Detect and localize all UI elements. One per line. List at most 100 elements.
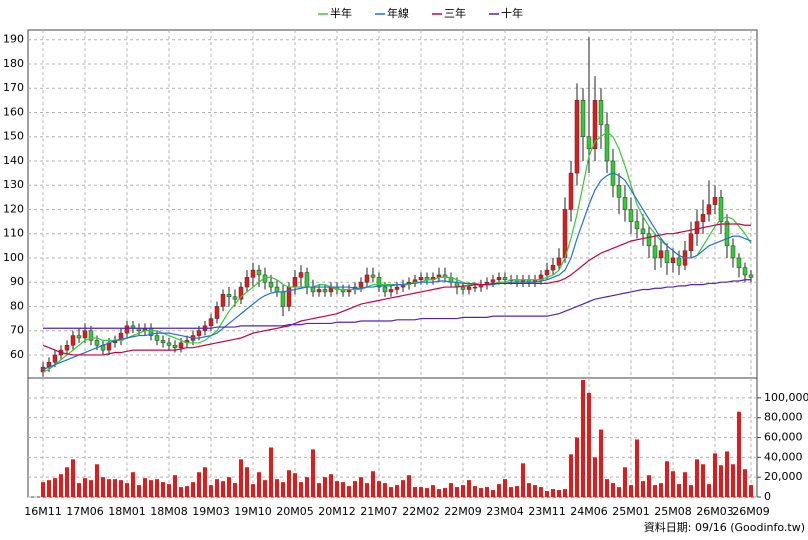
- candle-body: [592, 100, 598, 150]
- volume-bar: [191, 482, 195, 497]
- volume-bar: [551, 489, 555, 497]
- candle-body: [580, 100, 586, 137]
- volume-bar: [209, 485, 213, 497]
- candle-body: [364, 274, 370, 283]
- candle-body: [166, 342, 172, 346]
- y-tick-label: 70: [10, 324, 24, 337]
- candle-body: [604, 124, 610, 162]
- x-tick-label: 21M07: [360, 505, 398, 518]
- volume-bar: [695, 459, 699, 497]
- volume-bar: [335, 481, 339, 497]
- candle-body: [688, 233, 694, 251]
- candle-body: [250, 269, 256, 278]
- volume-bar: [287, 470, 291, 497]
- volume-bar: [215, 479, 219, 497]
- candle-body: [712, 197, 718, 205]
- volume-bar: [719, 465, 723, 497]
- volume-bar: [491, 490, 495, 497]
- volume-bar: [71, 459, 75, 497]
- volume-bar: [653, 485, 657, 497]
- candle-body: [556, 257, 562, 266]
- volume-bar: [161, 482, 165, 497]
- x-tick-label: 26M03: [696, 505, 734, 518]
- candle-body: [370, 274, 376, 278]
- volume-bar: [545, 491, 549, 497]
- volume-bar: [221, 481, 225, 497]
- candle-body: [718, 197, 724, 222]
- volume-bar: [131, 472, 135, 497]
- volume-bar: [749, 485, 753, 497]
- y-tick-label: 180: [3, 57, 24, 70]
- candle-body: [238, 286, 244, 300]
- y-tick-label: 160: [3, 105, 24, 118]
- candle-body: [634, 221, 640, 230]
- volume-bar: [47, 480, 51, 497]
- volume-bar: [449, 483, 453, 497]
- marks: [40, 37, 754, 497]
- candle-body: [646, 233, 652, 247]
- candle-body: [316, 289, 322, 293]
- volume-bar: [251, 484, 255, 497]
- legend-label: 三年: [444, 6, 466, 20]
- volume-bar: [587, 392, 591, 497]
- volume-bar: [743, 469, 747, 497]
- legend-label: 年線: [387, 6, 409, 20]
- volume-bar: [167, 484, 171, 497]
- candle-body: [358, 281, 364, 288]
- volume-bar: [65, 467, 69, 497]
- candle-body: [172, 345, 178, 348]
- x-tick-label: 23M11: [528, 505, 566, 518]
- volume-bar: [323, 477, 327, 497]
- volume-bar: [59, 474, 63, 497]
- volume-bar: [107, 479, 111, 497]
- volume-bar: [281, 482, 285, 497]
- x-tick-label: 25M08: [654, 505, 692, 518]
- candle-body: [268, 281, 274, 288]
- candle-body: [658, 250, 664, 259]
- legend-label: 十年: [501, 6, 523, 20]
- volume-bar: [305, 477, 309, 497]
- volume-bar: [623, 467, 627, 497]
- volume-bar: [689, 485, 693, 497]
- x-tick-label: 20M12: [318, 505, 356, 518]
- volume-bar: [137, 485, 141, 497]
- volume-bar: [389, 487, 393, 497]
- volume-bar: [197, 472, 201, 497]
- volume-bar: [365, 483, 369, 497]
- candle-body: [178, 342, 184, 348]
- candle-body: [232, 296, 238, 300]
- volume-bar: [497, 484, 501, 497]
- candle-body: [496, 277, 502, 281]
- candle-body: [622, 197, 628, 210]
- candle-body: [298, 272, 304, 278]
- volume-bar: [641, 481, 645, 497]
- volume-bar: [629, 485, 633, 497]
- volume-bar: [647, 475, 651, 497]
- volume-bar: [509, 487, 513, 497]
- volume-bar: [125, 483, 129, 497]
- volume-bar: [113, 479, 117, 497]
- volume-bar: [683, 472, 687, 497]
- candle-body: [616, 184, 622, 198]
- y2-tick-label: 60,000: [764, 431, 803, 444]
- volume-bar: [659, 483, 663, 497]
- candle-body: [562, 209, 568, 259]
- y2-tick-label: 40,000: [764, 450, 803, 463]
- candle-body: [388, 289, 394, 293]
- y-tick-label: 80: [10, 299, 24, 312]
- candle-body: [418, 277, 424, 281]
- volume-bar: [347, 486, 351, 497]
- volume-bar: [77, 483, 81, 497]
- volume-bar: [233, 483, 237, 497]
- volume-bar: [143, 478, 147, 497]
- candle-body: [244, 277, 250, 288]
- volume-bar: [203, 467, 207, 497]
- y-tick-label: 60: [10, 348, 24, 361]
- candle-body: [382, 286, 388, 293]
- volume-bar: [701, 464, 705, 497]
- candle-body: [76, 335, 82, 339]
- volume-bar: [665, 461, 669, 497]
- volume-bar: [395, 485, 399, 497]
- volume-bar: [101, 477, 105, 497]
- candle-body: [154, 335, 160, 341]
